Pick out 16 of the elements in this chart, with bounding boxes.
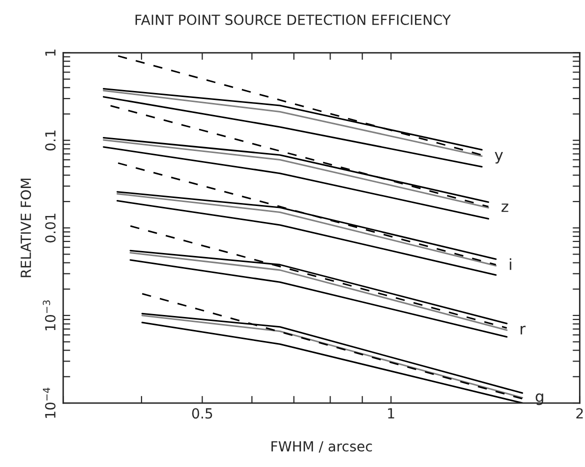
x-tick-label: 2 [576,408,583,418]
y-tick-label: 0.01 [45,214,56,242]
x-axis-title: FWHM / arcsec [272,441,372,453]
annotation: r [520,326,526,334]
y-tick-label: 0.1 [45,130,56,150]
y-tick-label: 10$^{−3}$ [42,300,56,330]
y-axis-title: RELATIVE FOM [20,178,32,278]
annotation: g [536,393,544,406]
annotation: y [494,152,503,164]
x-tick-label: 1 [388,408,394,418]
y-tick-label: 1 [45,50,56,56]
annotation: i [510,258,512,270]
y-tick-label: 10$^{−4}$ [42,388,56,418]
annotation: z [502,204,508,212]
chart-title: FAINT POINT SOURCE DETECTION EFFICIENCY [136,14,451,26]
x-tick-label: 0.5 [192,408,212,419]
